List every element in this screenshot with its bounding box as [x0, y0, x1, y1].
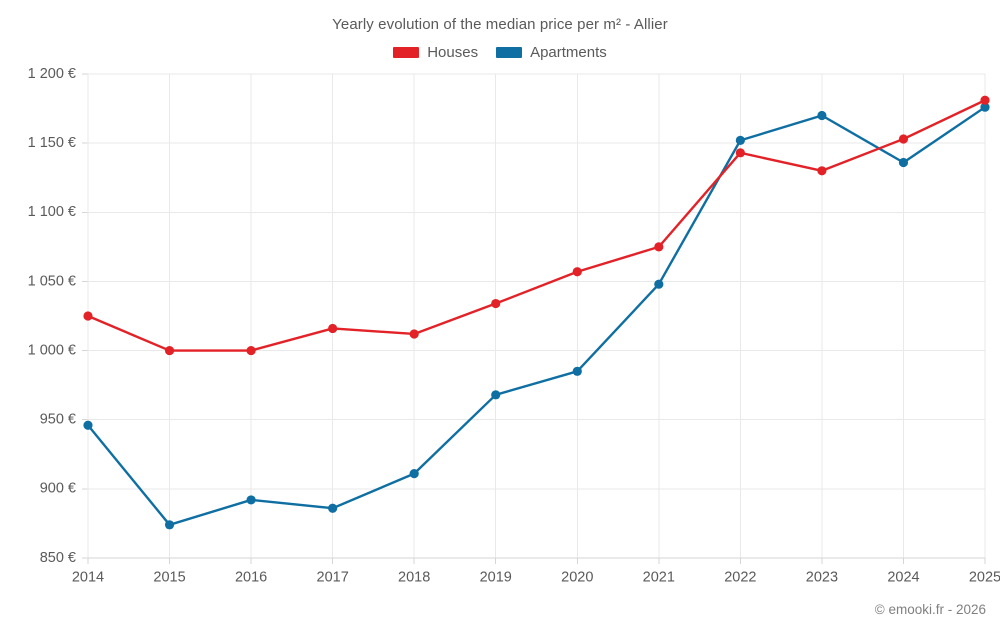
data-point[interactable] [654, 242, 664, 252]
x-axis-tick-label: 2021 [643, 570, 675, 586]
data-point[interactable] [980, 102, 990, 112]
data-point[interactable] [328, 503, 338, 513]
legend-swatch-apartments [496, 47, 523, 58]
y-axis-tick-label: 850 € [40, 550, 76, 566]
y-axis-tick-label: 1 000 € [28, 342, 76, 358]
series-line-houses [86, 99, 987, 352]
data-point[interactable] [83, 311, 93, 321]
data-point[interactable] [164, 520, 175, 530]
legend-label-apartments: Apartments [530, 44, 607, 61]
data-point[interactable] [898, 134, 909, 144]
data-point[interactable] [83, 420, 93, 430]
data-point[interactable] [409, 469, 419, 479]
data-point[interactable] [817, 166, 827, 176]
series-line-apartments [86, 105, 987, 527]
x-axis-tick-label: 2025 [969, 570, 1000, 586]
data-point[interactable] [654, 279, 664, 289]
data-point[interactable] [817, 110, 827, 121]
y-axis-tick-label: 1 100 € [28, 204, 76, 220]
data-point[interactable] [246, 345, 256, 356]
x-axis-tick-label: 2018 [398, 570, 430, 586]
y-axis-tick-label: 1 150 € [28, 135, 76, 151]
x-axis-tick-label: 2016 [235, 570, 267, 586]
data-point[interactable] [164, 345, 175, 356]
x-axis-tick-label: 2024 [887, 570, 919, 586]
x-axis-tick-label: 2017 [317, 570, 349, 586]
data-point[interactable] [328, 323, 338, 334]
data-point[interactable] [980, 95, 990, 105]
y-axis-tick-label: 1 050 € [28, 273, 76, 289]
chart-title: Yearly evolution of the median price per… [332, 16, 668, 33]
x-axis-tick-label: 2022 [724, 570, 756, 586]
data-point[interactable] [735, 135, 745, 145]
data-point[interactable] [491, 298, 501, 309]
y-axis-tick-label: 1 200 € [28, 66, 76, 82]
x-axis-tick-label: 2014 [72, 570, 104, 586]
x-axis-tick-label: 2015 [153, 570, 185, 586]
data-point[interactable] [572, 267, 582, 277]
legend-item-apartments[interactable]: Apartments [496, 44, 607, 61]
x-axis-tick-label: 2020 [561, 570, 593, 586]
x-axis-tick-label: 2019 [480, 570, 512, 586]
legend-swatch-houses [393, 47, 420, 58]
chart-legend: Houses Apartments [0, 44, 1000, 61]
data-point[interactable] [735, 148, 745, 158]
y-axis-tick-label: 900 € [40, 481, 76, 497]
data-point[interactable] [898, 157, 909, 168]
copyright-credit: © emooki.fr - 2026 [874, 602, 986, 617]
data-point[interactable] [572, 366, 582, 376]
legend-label-houses: Houses [427, 44, 479, 61]
data-point[interactable] [491, 390, 501, 400]
legend-item-houses[interactable]: Houses [393, 44, 478, 61]
x-axis-tick-label: 2023 [806, 570, 838, 586]
data-point[interactable] [246, 495, 256, 505]
y-axis-tick-label: 950 € [40, 412, 76, 428]
data-point[interactable] [409, 329, 419, 339]
